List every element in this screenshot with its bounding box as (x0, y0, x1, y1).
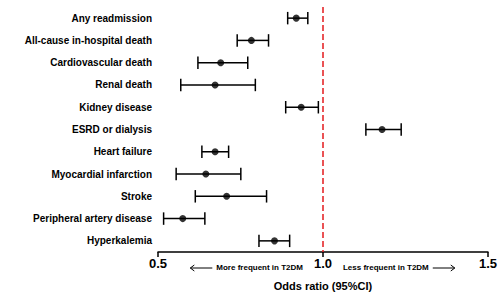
svg-text:Myocardial infarction: Myocardial infarction (51, 169, 152, 180)
svg-text:Hyperkalemia: Hyperkalemia (87, 235, 152, 246)
svg-text:Kidney disease: Kidney disease (79, 102, 152, 113)
svg-text:Odds ratio (95%CI): Odds ratio (95%CI) (274, 280, 373, 292)
svg-text:All-cause in-hospital death: All-cause in-hospital death (25, 35, 152, 46)
svg-text:Heart failure: Heart failure (94, 146, 153, 157)
svg-text:ESRD or dialysis: ESRD or dialysis (72, 124, 152, 135)
svg-text:Renal death: Renal death (95, 79, 152, 90)
svg-text:Any readmission: Any readmission (71, 13, 152, 24)
svg-text:More frequent in T2DM: More frequent in T2DM (216, 263, 303, 272)
svg-text:0.5: 0.5 (149, 256, 167, 271)
svg-text:Peripheral artery disease: Peripheral artery disease (33, 213, 152, 224)
svg-text:1.0: 1.0 (314, 256, 332, 271)
svg-text:1.5: 1.5 (479, 256, 497, 271)
svg-text:Cardiovascular death: Cardiovascular death (50, 57, 152, 68)
svg-text:Stroke: Stroke (121, 191, 153, 202)
svg-text:Less frequent in T2DM: Less frequent in T2DM (343, 263, 429, 272)
